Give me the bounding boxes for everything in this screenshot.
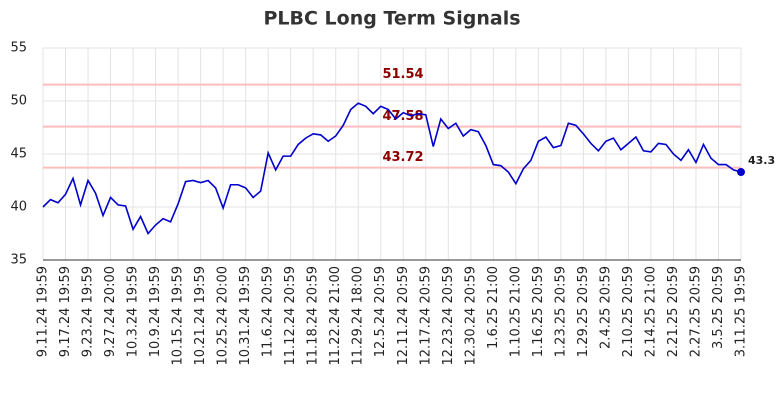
y-tick-label: 35 [10, 253, 27, 268]
x-tick-label: 10.25.24 20:00 [216, 266, 231, 366]
signal-label: 51.54 [382, 67, 423, 82]
series-line [42, 102, 742, 235]
x-tick-label: 12.23.24 20:59 [441, 266, 456, 366]
x-tick-label: 1.29.25 20:59 [576, 266, 591, 357]
y-tick-label: 55 [10, 41, 27, 56]
y-tick-label: 40 [10, 200, 27, 215]
x-tick-label: 10.3.24 19:59 [126, 266, 141, 357]
signal-label: 43.72 [382, 150, 423, 165]
x-tick-label: 11.12.24 20:59 [283, 266, 298, 366]
x-tick-label: 1.23.25 20:59 [553, 266, 568, 357]
x-tick-label: 12.30.24 20:59 [463, 266, 478, 366]
x-tick-label: 9.23.24 19:59 [81, 266, 96, 357]
x-tick-label: 1.10.25 21:00 [508, 266, 523, 357]
x-tick-label: 2.10.25 20:59 [621, 266, 636, 357]
x-tick-label: 3.5.25 20:59 [711, 266, 726, 349]
x-tick-label: 2.21.25 20:59 [666, 266, 681, 357]
x-tick-label: 10.21.24 19:59 [193, 266, 208, 366]
last-value-label: 43.3 [748, 154, 775, 167]
x-tick-label: 11.29.24 18:00 [351, 266, 366, 366]
x-tick-label: 10.9.24 19:59 [148, 266, 163, 357]
x-tick-label: 3.11.25 19:59 [734, 266, 749, 357]
x-tick-label: 9.27.24 20:00 [103, 266, 118, 357]
x-tick-label: 2.4.25 20:59 [598, 266, 613, 349]
last-point [737, 168, 745, 177]
x-tick-label: 9.17.24 19:59 [58, 266, 73, 357]
x-tick-label: 2.14.25 21:00 [643, 266, 658, 357]
x-tick-label: 12.11.24 20:59 [396, 266, 411, 366]
y-tick-label: 50 [10, 94, 27, 109]
x-tick-label: 11.6.24 20:59 [261, 266, 276, 357]
x-tick-label: 9.11.24 19:59 [36, 266, 51, 357]
x-tick-label: 10.15.24 19:59 [171, 266, 186, 366]
x-tick-label: 11.22.24 21:00 [328, 266, 343, 366]
x-tick-label: 12.5.24 20:59 [373, 266, 388, 357]
x-tick-label: 1.16.25 20:59 [531, 266, 546, 357]
x-tick-label: 2.27.25 20:59 [688, 266, 703, 357]
x-tick-label: 1.6.25 21:00 [486, 266, 501, 349]
y-tick-label: 45 [10, 147, 27, 162]
signal-label: 47.58 [382, 109, 423, 124]
x-tick-label: 11.18.24 20:59 [306, 266, 321, 366]
x-tick-label: 10.31.24 19:59 [238, 266, 253, 366]
chart-title: PLBC Long Term Signals [263, 8, 520, 30]
x-tick-label: 12.17.24 20:59 [418, 266, 433, 366]
